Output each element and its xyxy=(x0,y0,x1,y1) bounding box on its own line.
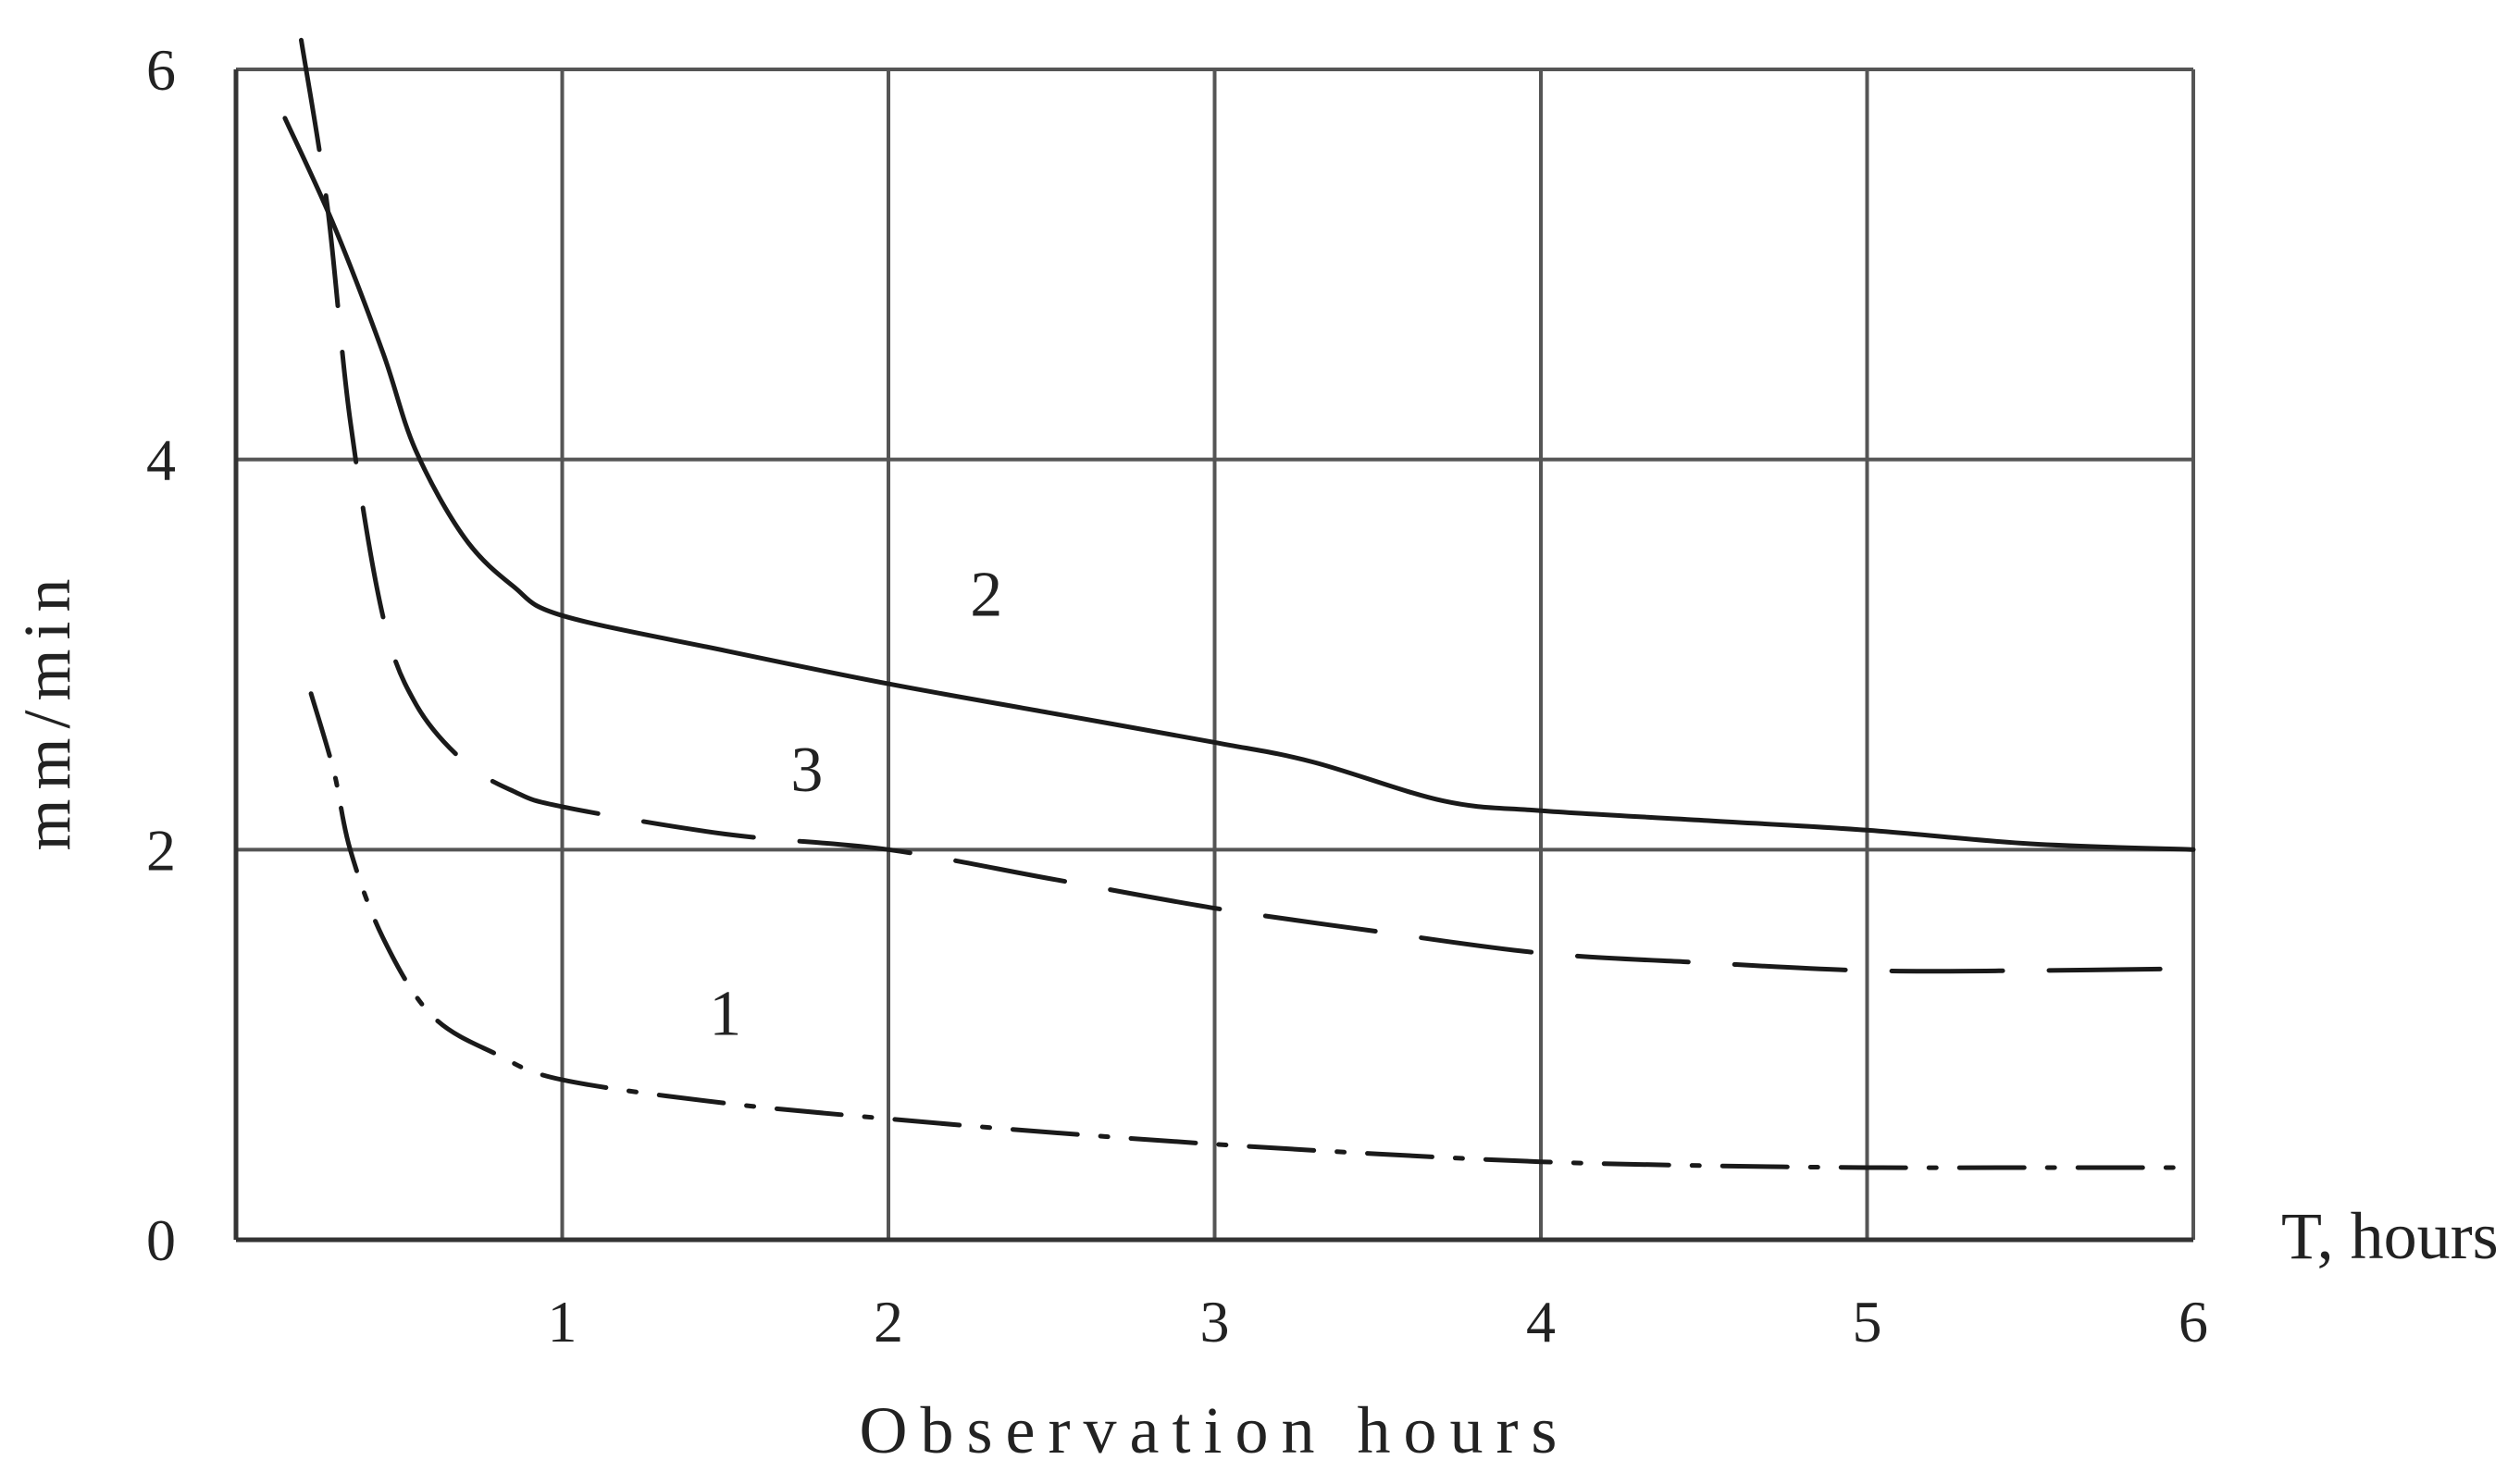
x-tick-label-2: 2 xyxy=(874,1289,903,1354)
curve-labels: 1 2 3 xyxy=(709,559,1002,1049)
y-tick-label-2: 2 xyxy=(146,817,176,883)
series-line-3 xyxy=(299,37,2196,974)
series-label-2: 2 xyxy=(970,559,1002,630)
y-tick-label-4: 4 xyxy=(146,427,176,493)
y-axis-title: mm/min xyxy=(10,569,84,850)
axes xyxy=(233,69,2193,1243)
x-tick-label-5: 5 xyxy=(1853,1289,1882,1354)
x-tick-label-1: 1 xyxy=(548,1289,577,1354)
x-tick-label-3: 3 xyxy=(1200,1289,1230,1354)
series-group xyxy=(282,37,2196,1170)
grid xyxy=(236,68,2195,1240)
x-tick-label-6: 6 xyxy=(2179,1289,2208,1354)
tick-labels: 1 2 3 4 5 6 0 2 4 6 xyxy=(146,37,2208,1354)
series-line-2 xyxy=(282,116,2196,852)
y-tick-label-6: 6 xyxy=(146,37,176,103)
y-tick-label-0: 0 xyxy=(146,1207,176,1273)
x-axis-title: Observation hours xyxy=(860,1393,1570,1467)
x-axis-end-label: T, hours xyxy=(2281,1199,2499,1273)
x-tick-label-4: 4 xyxy=(1526,1289,1556,1354)
series-label-3: 3 xyxy=(790,735,823,806)
series-line-1 xyxy=(308,691,2196,1170)
series-label-1: 1 xyxy=(709,979,741,1050)
